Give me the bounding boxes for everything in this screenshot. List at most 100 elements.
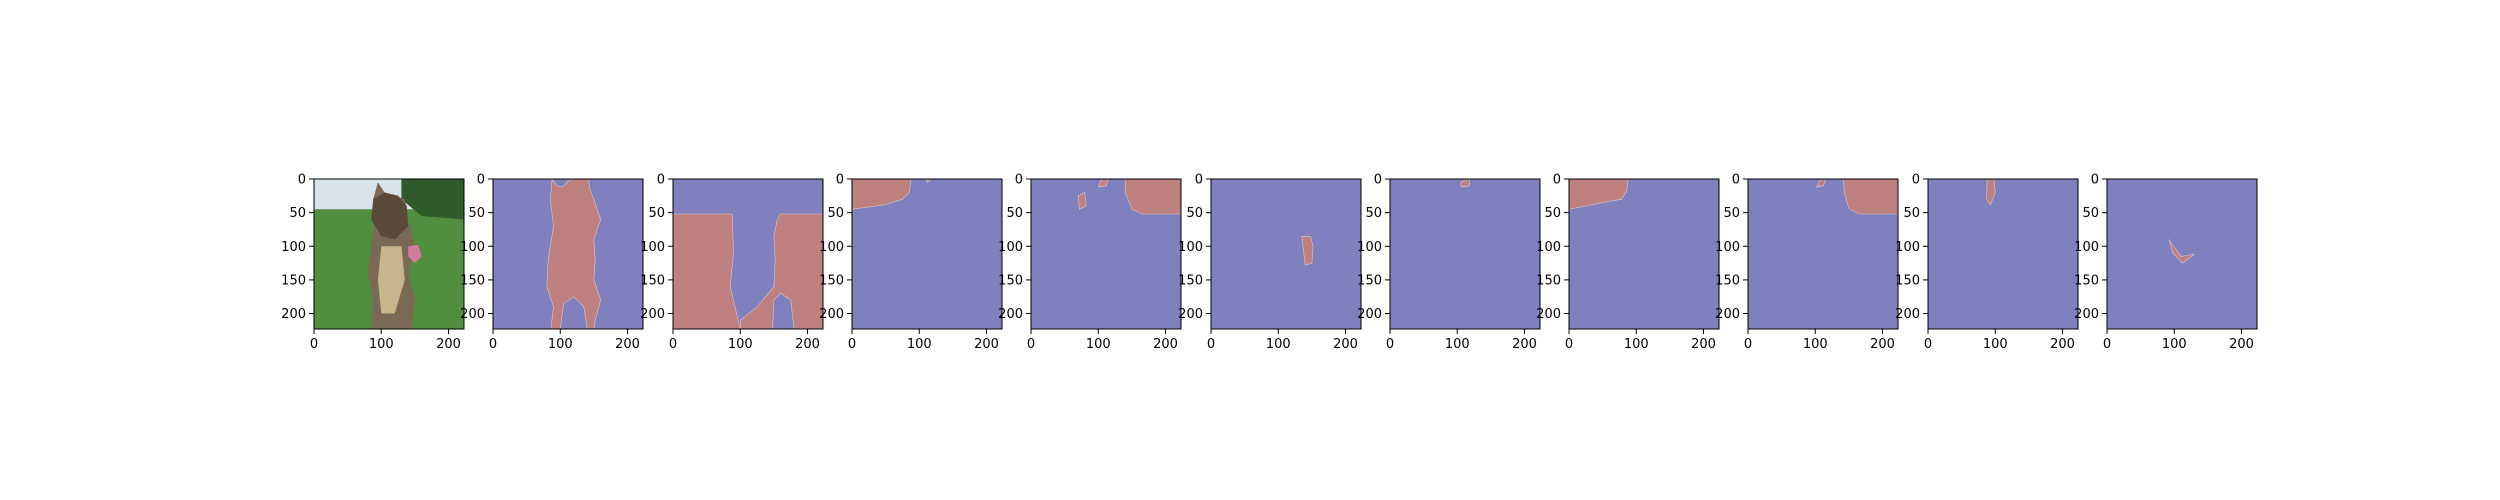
y-tick-label: 50 bbox=[2082, 206, 2099, 221]
mask-region-0 bbox=[1843, 179, 1898, 215]
y-tick-label: 150 bbox=[2074, 273, 2099, 288]
panel-content bbox=[1748, 179, 1898, 329]
y-tick-label: 50 bbox=[289, 206, 306, 221]
y-tick-label: 100 bbox=[1178, 240, 1203, 255]
y-tick-label: 150 bbox=[1895, 273, 1920, 288]
panel-content bbox=[1569, 179, 1719, 329]
x-tick-label: 0 bbox=[1386, 337, 1394, 352]
x-tick-label: 200 bbox=[615, 337, 640, 352]
x-tick-label: 100 bbox=[1445, 337, 1470, 352]
axes-frame bbox=[2106, 178, 2258, 330]
panel-content bbox=[493, 179, 643, 329]
y-tick-label: 200 bbox=[819, 307, 844, 322]
y-tick-label: 50 bbox=[1186, 206, 1203, 221]
x-tick-label: 200 bbox=[795, 337, 820, 352]
x-tick-label: 100 bbox=[728, 337, 753, 352]
panel-3: 0 100 200 0 50 100 150 200 bbox=[819, 173, 1003, 352]
panel-content bbox=[1928, 179, 2078, 329]
y-tick-label: 50 bbox=[648, 206, 665, 221]
x-tick-label: 0 bbox=[1207, 337, 1215, 352]
photo-tongue bbox=[408, 244, 422, 264]
y-tick-label: 100 bbox=[2074, 240, 2099, 255]
axes-frame bbox=[492, 178, 644, 330]
photo-dog-head bbox=[371, 192, 409, 240]
y-tick-label: 150 bbox=[998, 273, 1023, 288]
panel-content bbox=[673, 179, 823, 329]
x-tick-label: 200 bbox=[974, 337, 999, 352]
panel-7: 0 100 200 0 50 100 150 200 bbox=[1536, 173, 1720, 352]
y-tick-label: 0 bbox=[298, 173, 306, 188]
y-tick-label: 0 bbox=[1553, 173, 1561, 188]
x-tick-label: 100 bbox=[1803, 337, 1828, 352]
axes-frame bbox=[313, 178, 465, 330]
y-tick-label: 150 bbox=[819, 273, 844, 288]
axes-frame bbox=[672, 178, 824, 330]
x-tick-label: 0 bbox=[2103, 337, 2111, 352]
y-tick-label: 100 bbox=[281, 240, 306, 255]
photo-trees bbox=[401, 179, 464, 220]
axes-frame bbox=[1927, 178, 2079, 330]
y-tick-label: 50 bbox=[827, 206, 844, 221]
y-tick-label: 150 bbox=[460, 273, 485, 288]
y-tick-label: 100 bbox=[998, 240, 1023, 255]
panel-content bbox=[852, 179, 1002, 329]
panel-10: 0 100 200 0 50 100 150 200 bbox=[2074, 173, 2258, 352]
y-tick-label: 0 bbox=[477, 173, 485, 188]
y-tick-label: 50 bbox=[1903, 206, 1920, 221]
y-tick-label: 200 bbox=[1715, 307, 1740, 322]
y-tick-label: 100 bbox=[460, 240, 485, 255]
panel-row: 0 100 200 0 50 100 150 200 0 100 200 0 50 100 150 200 0 1… bbox=[281, 173, 2258, 352]
y-tick-label: 150 bbox=[1357, 273, 1382, 288]
y-tick-label: 100 bbox=[819, 240, 844, 255]
panel-4: 0 100 200 0 50 100 150 200 bbox=[998, 173, 1182, 352]
axes-frame bbox=[1210, 178, 1362, 330]
panel-5: 0 100 200 0 50 100 150 200 bbox=[1178, 173, 1362, 352]
mask-region-0 bbox=[1569, 179, 1629, 210]
y-tick-label: 50 bbox=[468, 206, 485, 221]
x-tick-label: 200 bbox=[1870, 337, 1895, 352]
x-tick-label: 200 bbox=[1512, 337, 1537, 352]
y-tick-label: 200 bbox=[1895, 307, 1920, 322]
mask-region-1 bbox=[739, 213, 823, 329]
x-tick-label: 0 bbox=[1744, 337, 1752, 352]
x-tick-label: 200 bbox=[1153, 337, 1178, 352]
y-tick-label: 200 bbox=[1357, 307, 1382, 322]
y-tick-label: 200 bbox=[1178, 307, 1203, 322]
y-tick-label: 0 bbox=[1374, 173, 1382, 188]
x-tick-label: 0 bbox=[1027, 337, 1035, 352]
axes-frame bbox=[851, 178, 1003, 330]
axes-frame bbox=[1389, 178, 1541, 330]
panel-1: 0 100 200 0 50 100 150 200 bbox=[460, 173, 644, 352]
axes-frame bbox=[1568, 178, 1720, 330]
y-tick-label: 150 bbox=[281, 273, 306, 288]
y-tick-label: 50 bbox=[1006, 206, 1023, 221]
mask-background bbox=[1211, 179, 1361, 329]
y-tick-label: 200 bbox=[1536, 307, 1561, 322]
panel-0: 0 100 200 0 50 100 150 200 bbox=[281, 173, 465, 352]
mask-region-1 bbox=[1816, 179, 1827, 188]
mask-region-0 bbox=[1124, 179, 1181, 215]
y-tick-label: 50 bbox=[1544, 206, 1561, 221]
panel-6: 0 100 200 0 50 100 150 200 bbox=[1357, 173, 1541, 352]
x-tick-label: 100 bbox=[369, 337, 394, 352]
y-tick-label: 100 bbox=[1536, 240, 1561, 255]
mask-region-0 bbox=[1460, 179, 1470, 188]
x-tick-label: 0 bbox=[310, 337, 318, 352]
mask-region-0 bbox=[1301, 235, 1314, 266]
x-tick-label: 100 bbox=[1266, 337, 1291, 352]
panel-9: 0 100 200 0 50 100 150 200 bbox=[1895, 173, 2079, 352]
y-tick-label: 0 bbox=[2091, 173, 2099, 188]
axes-frame bbox=[1747, 178, 1899, 330]
x-tick-label: 0 bbox=[669, 337, 677, 352]
x-tick-label: 200 bbox=[436, 337, 461, 352]
x-tick-label: 200 bbox=[1333, 337, 1358, 352]
y-tick-label: 200 bbox=[281, 307, 306, 322]
axes-frame bbox=[1030, 178, 1182, 330]
y-tick-label: 150 bbox=[1178, 273, 1203, 288]
mask-region-0 bbox=[852, 179, 912, 210]
panel-8: 0 100 200 0 50 100 150 200 bbox=[1715, 173, 1899, 352]
y-tick-label: 150 bbox=[640, 273, 665, 288]
x-tick-label: 100 bbox=[2162, 337, 2187, 352]
y-tick-label: 0 bbox=[1195, 173, 1203, 188]
